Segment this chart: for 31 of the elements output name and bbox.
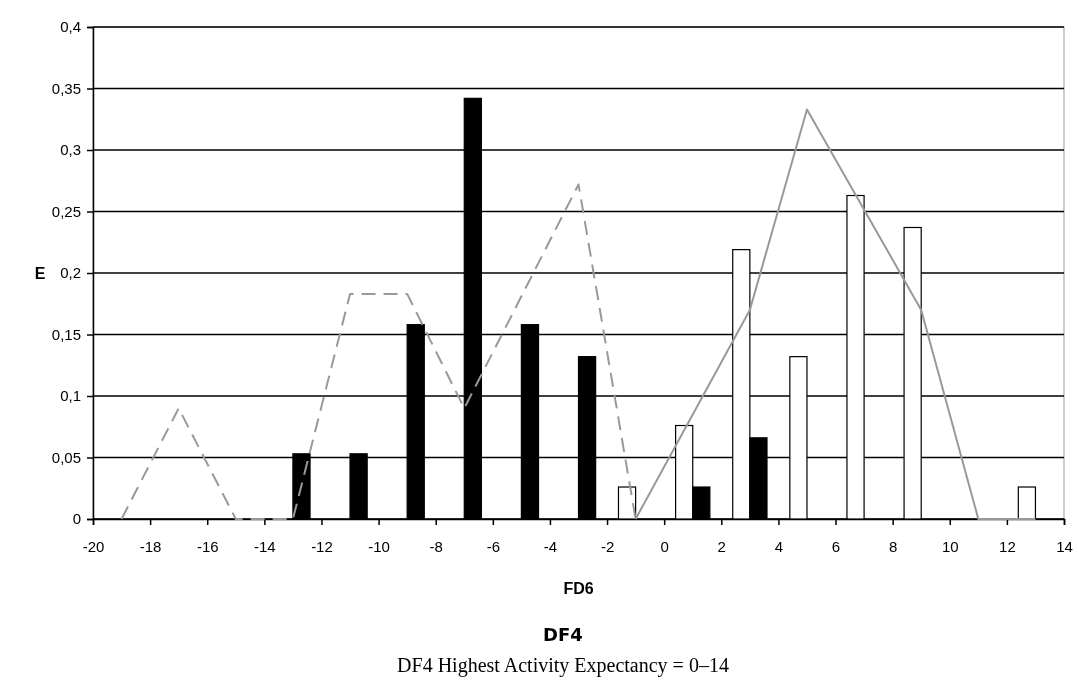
x-tick-label: -2 [600, 538, 615, 555]
x-tick-label: 14 [1056, 538, 1073, 555]
x-tick-label: -10 [368, 538, 390, 555]
x-tick-label: -12 [311, 538, 333, 555]
x-tick-label: -16 [196, 538, 219, 555]
x-tick-label: 12 [999, 538, 1016, 555]
x-tick-label: -4 [543, 538, 558, 555]
x-tick-label: 0 [660, 538, 669, 555]
x-tick-label: -8 [429, 538, 443, 555]
x-tick-label: 6 [831, 538, 841, 555]
x-tick-label: 4 [774, 538, 784, 555]
text: DF4 Highest Activity Expectancy = 0–14 [397, 654, 729, 677]
y-tick-label: 0 [72, 510, 81, 528]
x-tick-label: -18 [139, 538, 162, 555]
y-tick-label: 0,1 [60, 387, 81, 405]
y-tick-label: 0,4 [60, 18, 81, 36]
text: DF4 [543, 624, 583, 645]
x-axis-title: FD6 [563, 580, 594, 597]
y-tick-label: 0,3 [60, 141, 81, 159]
y-axis-title: E [34, 264, 46, 282]
y-tick-label: 0,25 [51, 202, 81, 220]
x-tick-label: -6 [486, 538, 500, 555]
x-tick-label: 10 [941, 538, 959, 555]
x-tick-label: 2 [717, 538, 726, 555]
y-tick-label: 0,35 [51, 79, 81, 97]
y-tick-label: 0,15 [51, 325, 81, 343]
y-tick-label: 0,05 [51, 448, 81, 466]
x-tick-label: -20 [82, 538, 105, 555]
y-tick-label: 0,2 [60, 264, 81, 282]
x-tick-label: 8 [888, 538, 898, 555]
x-tick-label: -14 [254, 538, 276, 555]
